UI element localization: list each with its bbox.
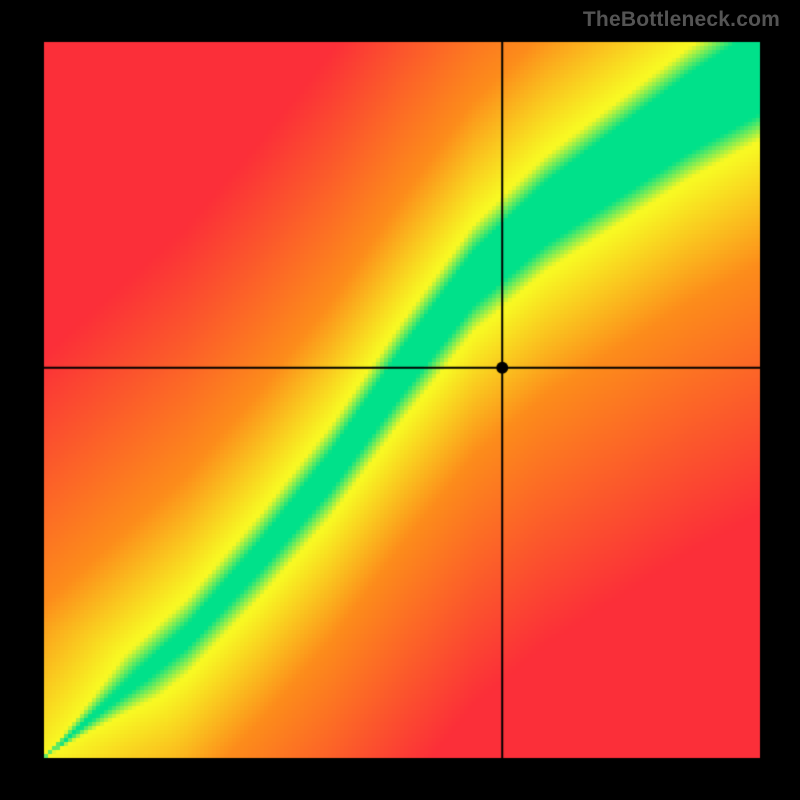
watermark-text: TheBottleneck.com xyxy=(583,8,780,32)
bottleneck-heatmap xyxy=(0,0,800,800)
chart-frame: { "watermark": { "text": "TheBottleneck.… xyxy=(0,0,800,800)
